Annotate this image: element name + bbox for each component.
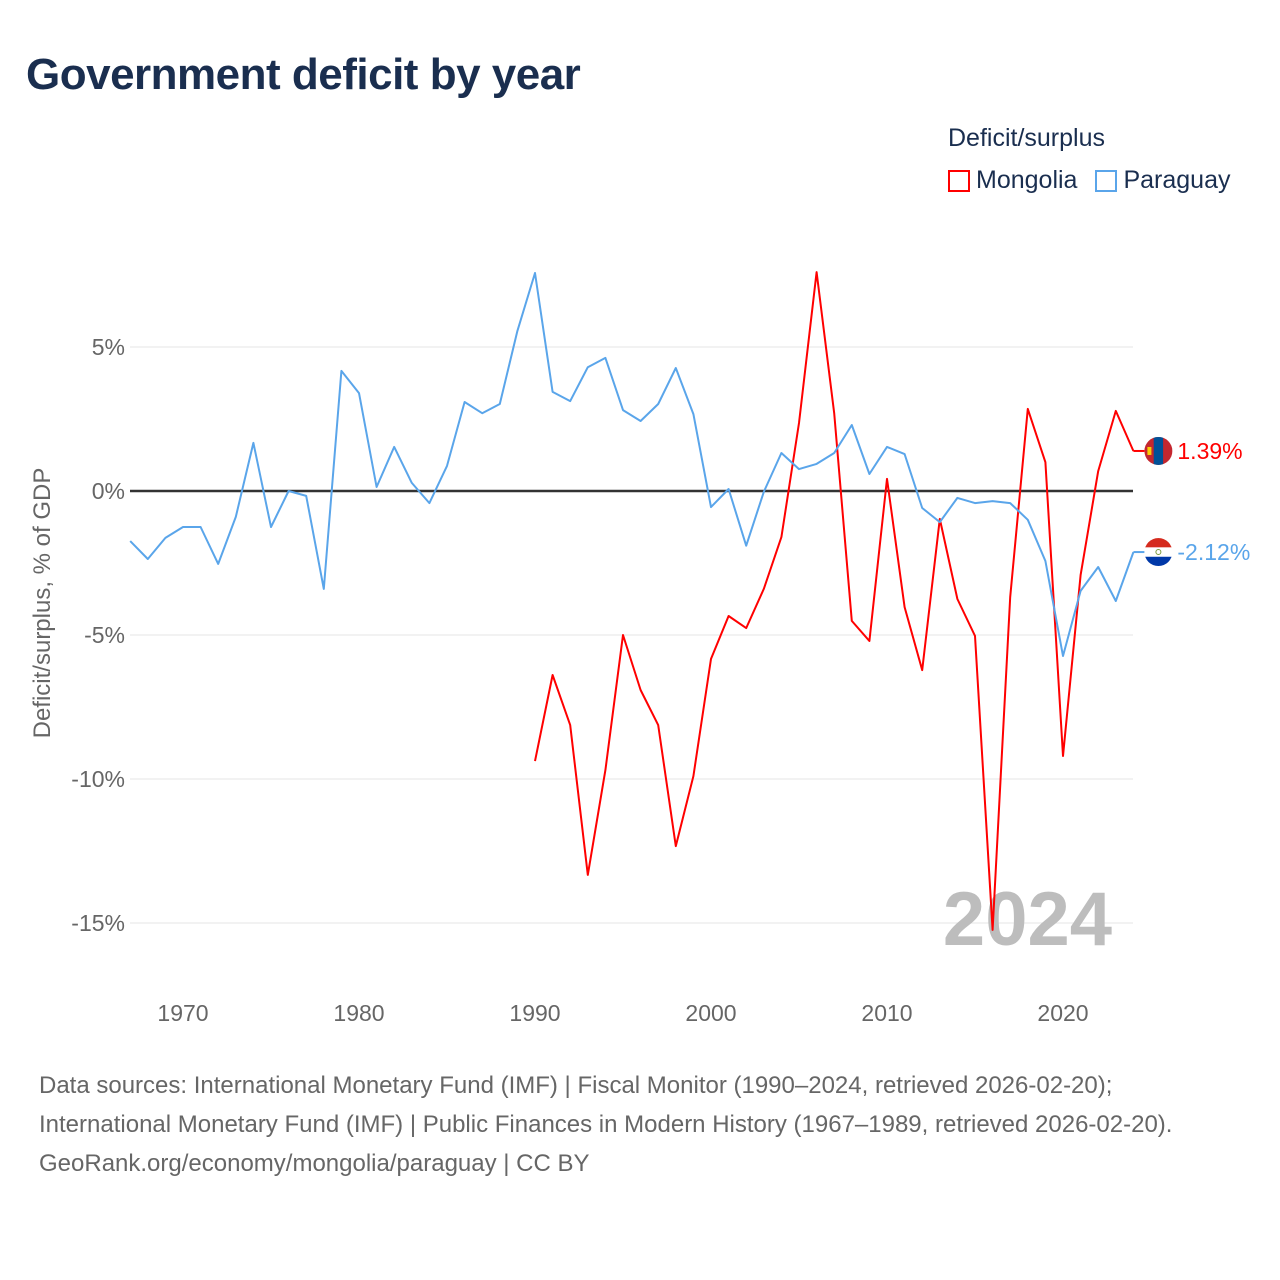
x-tick-label: 2020 <box>1037 1000 1088 1026</box>
end-value-label: 1.39% <box>1177 438 1242 464</box>
end-value-label: -2.12% <box>1177 539 1250 565</box>
y-tick-label: -10% <box>71 766 125 792</box>
y-tick-label: 5% <box>92 334 125 360</box>
legend-swatch-paraguay <box>1095 169 1118 192</box>
x-tick-label: 2000 <box>685 1000 736 1026</box>
x-tick-label: 2010 <box>861 1000 912 1026</box>
legend-swatch-mongolia <box>948 169 970 192</box>
x-tick-label: 1970 <box>157 1000 208 1026</box>
legend-label: Paraguay <box>1123 166 1231 194</box>
y-tick-label: -15% <box>71 910 125 936</box>
x-tick-label: 1990 <box>509 1000 560 1026</box>
source-link[interactable]: GeoRank.org/economy/mongolia/paraguay | … <box>39 1150 590 1177</box>
source-note: Data sources: International Monetary Fun… <box>39 1066 1239 1183</box>
y-axis-label: Deficit/surplus, % of GDP <box>29 468 56 739</box>
legend-item-mongolia[interactable]: Mongolia <box>948 166 1077 195</box>
source-line: Data sources: International Monetary Fun… <box>39 1072 1113 1099</box>
series-line-mongolia <box>534 271 1135 931</box>
x-tick-label: 1980 <box>333 1000 384 1026</box>
legend-label: Mongolia <box>976 166 1078 194</box>
chart-title: Government deficit by year <box>26 50 581 99</box>
y-tick-label: -5% <box>84 622 125 648</box>
source-line: International Monetary Fund (IMF) | Publ… <box>39 1111 1173 1138</box>
legend-title: Deficit/surplus <box>948 124 1105 152</box>
series-line-paraguay <box>129 272 1135 657</box>
year-watermark: 2024 <box>943 877 1112 962</box>
paraguay-flag-icon <box>1144 538 1173 567</box>
legend-item-paraguay[interactable]: Paraguay <box>1095 166 1230 195</box>
legend: Mongolia Paraguay <box>948 166 1230 195</box>
mongolia-flag-icon <box>1144 436 1173 465</box>
y-tick-label: 0% <box>92 478 125 504</box>
